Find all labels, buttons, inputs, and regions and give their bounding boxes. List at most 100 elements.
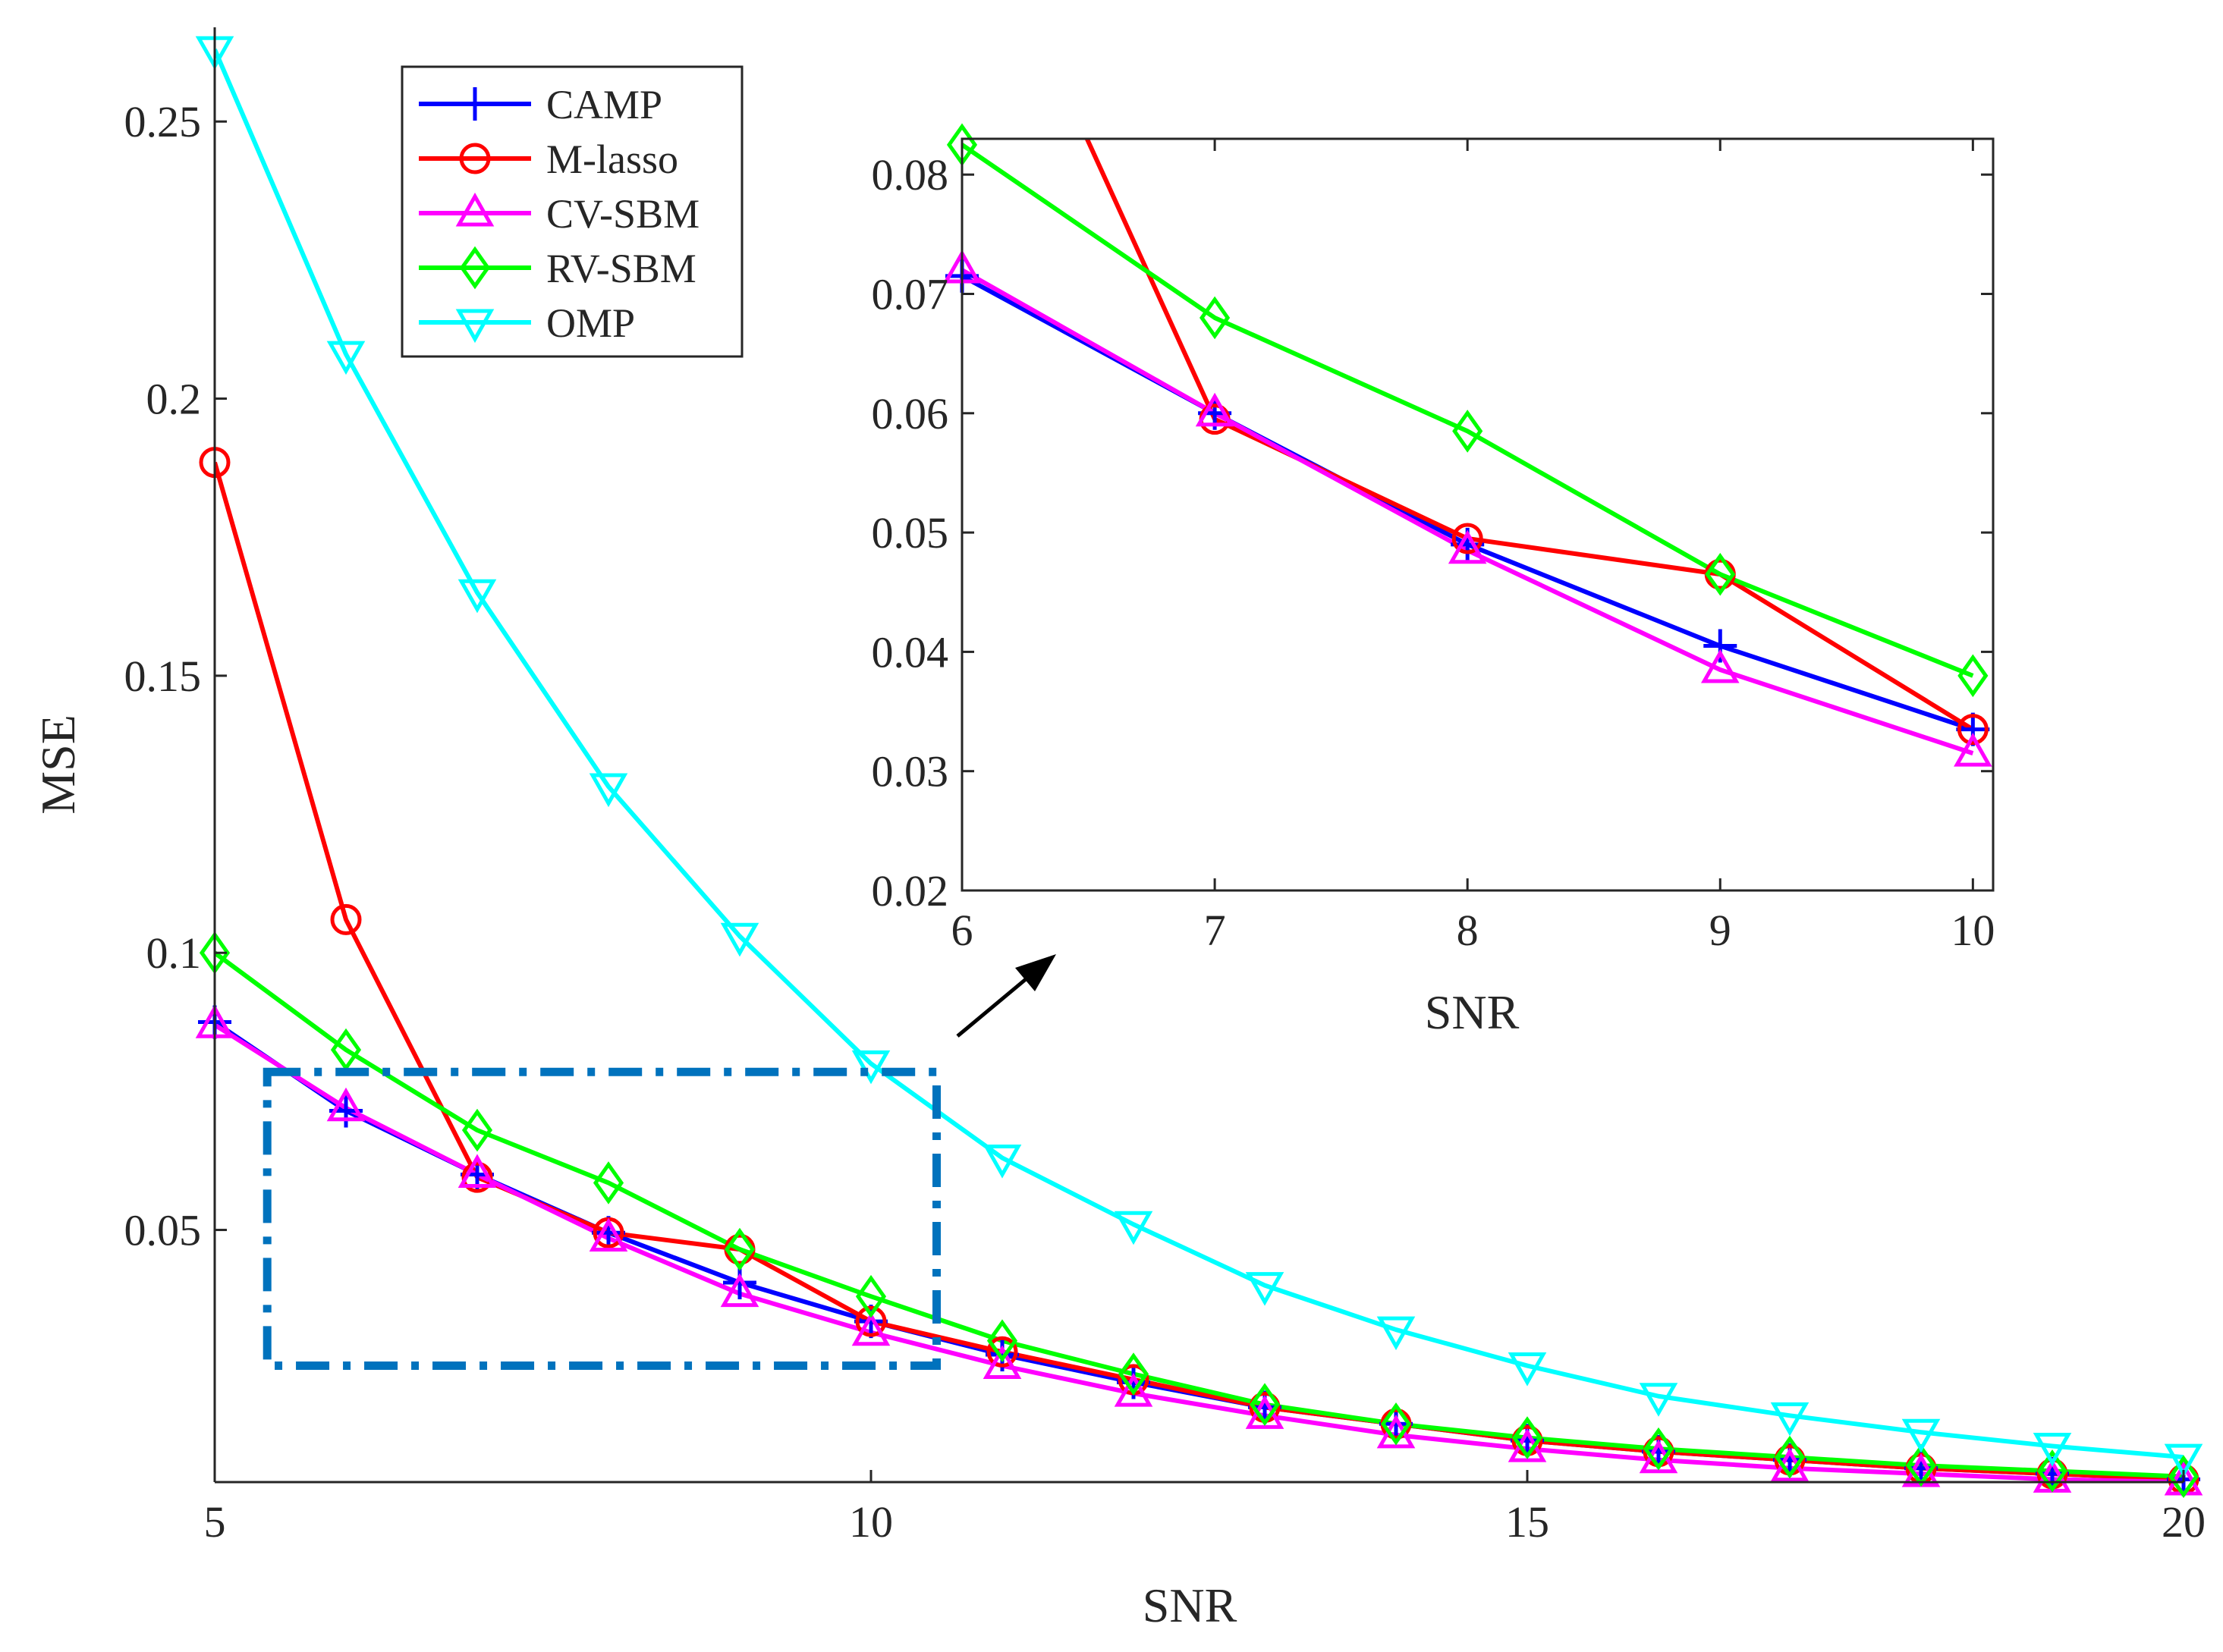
main-point-omp xyxy=(1901,1418,1941,1453)
main-point-omp xyxy=(720,922,759,957)
inset-point-cv-sbm xyxy=(1954,733,1992,767)
main-point-rv-sbm xyxy=(461,1108,493,1152)
zoom-box xyxy=(263,1067,941,1371)
main-point-rv-sbm xyxy=(1118,1352,1149,1396)
main-point-omp xyxy=(457,579,497,614)
inset-point-cv-sbm xyxy=(1195,392,1234,427)
main-point-rv-sbm xyxy=(1643,1427,1674,1471)
main-point-omp xyxy=(2164,1443,2203,1478)
main-point-omp xyxy=(851,1050,891,1085)
main-point-cv-sbm xyxy=(851,1311,891,1346)
main-series-line-cv-sbm xyxy=(215,1022,2184,1482)
inset-x-axis-title: SNR xyxy=(1425,985,1520,1039)
inset-point-camp xyxy=(1703,629,1737,663)
inset-y-tick-label: 0.05 xyxy=(872,508,949,557)
main-series-line-rv-sbm xyxy=(215,950,2184,1479)
inset-point-m-lasso xyxy=(1957,714,1989,746)
main-point-cv-sbm xyxy=(720,1273,759,1308)
legend-marker-omp xyxy=(455,309,495,344)
inset-x-tick-label: 8 xyxy=(1457,906,1479,955)
main-point-rv-sbm xyxy=(855,1274,887,1318)
main-point-cv-sbm xyxy=(457,1154,497,1188)
main-point-rv-sbm xyxy=(1249,1383,1281,1427)
main-point-omp xyxy=(326,341,366,375)
zoom-annotation xyxy=(263,954,1056,1371)
main-point-rv-sbm xyxy=(2036,1449,2068,1493)
main-y-tick-label: 0.05 xyxy=(124,1206,202,1255)
legend-marker-cv-sbm xyxy=(455,192,495,227)
inset-point-rv-sbm xyxy=(1452,410,1483,453)
inset-y-tick-label: 0.04 xyxy=(872,627,949,677)
inset-plot: 6 7 8 9 10 0.02 0.03 0.04 0.05 0.06 0.07 0.08 SNR xyxy=(872,123,1995,1039)
main-point-rv-sbm xyxy=(593,1161,624,1204)
main-x-tick-label: 15 xyxy=(1505,1497,1549,1547)
main-point-camp xyxy=(854,1305,888,1339)
inset-point-m-lasso xyxy=(1451,523,1483,554)
zoom-arrow-shaft xyxy=(956,974,1032,1038)
legend-label-camp: CAMP xyxy=(546,82,662,127)
legend-label-m-lasso: M-lasso xyxy=(546,137,678,182)
inset-y-tick-label: 0.06 xyxy=(872,389,949,438)
inset-point-rv-sbm xyxy=(1705,552,1736,596)
inset-x-tick-label: 9 xyxy=(1709,906,1731,955)
main-point-rv-sbm xyxy=(1511,1416,1543,1459)
inset-point-rv-sbm xyxy=(1200,296,1231,340)
legend-label-cv-sbm: CV-SBM xyxy=(546,191,700,237)
main-point-rv-sbm xyxy=(724,1227,756,1271)
legend-label-omp: OMP xyxy=(546,300,635,346)
legend-marker-m-lasso xyxy=(459,143,491,174)
inset-y-tick-label: 0.07 xyxy=(872,269,949,319)
main-point-rv-sbm xyxy=(2168,1455,2199,1499)
inset-point-cv-sbm xyxy=(1448,529,1487,564)
main-point-omp xyxy=(1114,1211,1153,1245)
main-x-tick-label: 5 xyxy=(204,1497,226,1547)
main-point-m-lasso xyxy=(461,1161,493,1193)
zoom-arrowhead xyxy=(1015,954,1056,991)
main-y-tick-label: 0.25 xyxy=(124,97,202,146)
main-y-tick-label: 0.2 xyxy=(146,375,202,424)
inset-axes-frame xyxy=(961,137,1995,892)
inset-series-line-rv-sbm xyxy=(962,143,1974,678)
main-point-omp xyxy=(1770,1402,1810,1437)
main-point-m-lasso xyxy=(986,1336,1018,1368)
main-y-tick-label: 0.15 xyxy=(124,652,202,701)
main-x-tick-label: 10 xyxy=(849,1497,893,1547)
main-point-cv-sbm xyxy=(589,1217,628,1252)
main-series-line-omp xyxy=(215,49,2184,1460)
main-point-rv-sbm xyxy=(1380,1402,1412,1446)
main-point-omp xyxy=(589,773,628,808)
legend-marker-rv-sbm xyxy=(459,246,491,290)
inset-y-tick-label: 0.08 xyxy=(872,150,949,199)
main-point-rv-sbm xyxy=(986,1319,1018,1363)
inset-point-cv-sbm xyxy=(1700,649,1740,683)
main-plot: 5 10 15 20 0.05 0.1 0.15 0.2 0.25 SNR MSE xyxy=(31,27,2206,1632)
inset-point-rv-sbm xyxy=(1957,654,1989,698)
main-point-cv-sbm xyxy=(326,1087,366,1122)
legend: CAMP M-lasso CV-SBM RV-SBM OMP xyxy=(401,65,744,358)
main-point-omp xyxy=(983,1145,1022,1179)
main-point-camp xyxy=(723,1265,756,1299)
main-y-tick-label: 0.1 xyxy=(146,928,202,978)
main-point-cv-sbm xyxy=(1114,1373,1153,1407)
inset-x-tick-label: 7 xyxy=(1204,906,1226,955)
main-point-rv-sbm xyxy=(1774,1435,1806,1479)
main-x-axis-title: SNR xyxy=(1143,1578,1237,1632)
main-point-omp xyxy=(2033,1433,2072,1467)
main-point-omp xyxy=(1376,1316,1416,1351)
legend-marker-camp xyxy=(458,87,492,121)
main-point-omp xyxy=(1508,1352,1547,1387)
main-point-rv-sbm xyxy=(1905,1443,1937,1487)
main-x-tick-label: 20 xyxy=(2162,1497,2206,1547)
inset-x-tick-label: 10 xyxy=(1951,906,1995,955)
main-point-omp xyxy=(1245,1272,1284,1306)
main-y-axis-title: MSE xyxy=(31,715,85,815)
main-point-m-lasso xyxy=(855,1305,887,1337)
main-point-omp xyxy=(1639,1383,1678,1417)
main-point-m-lasso xyxy=(330,903,362,935)
inset-x-tick-label: 6 xyxy=(951,906,973,955)
main-point-cv-sbm xyxy=(983,1345,1022,1380)
inset-y-tick-label: 0.02 xyxy=(872,866,949,916)
inset-point-camp xyxy=(1956,712,1990,746)
